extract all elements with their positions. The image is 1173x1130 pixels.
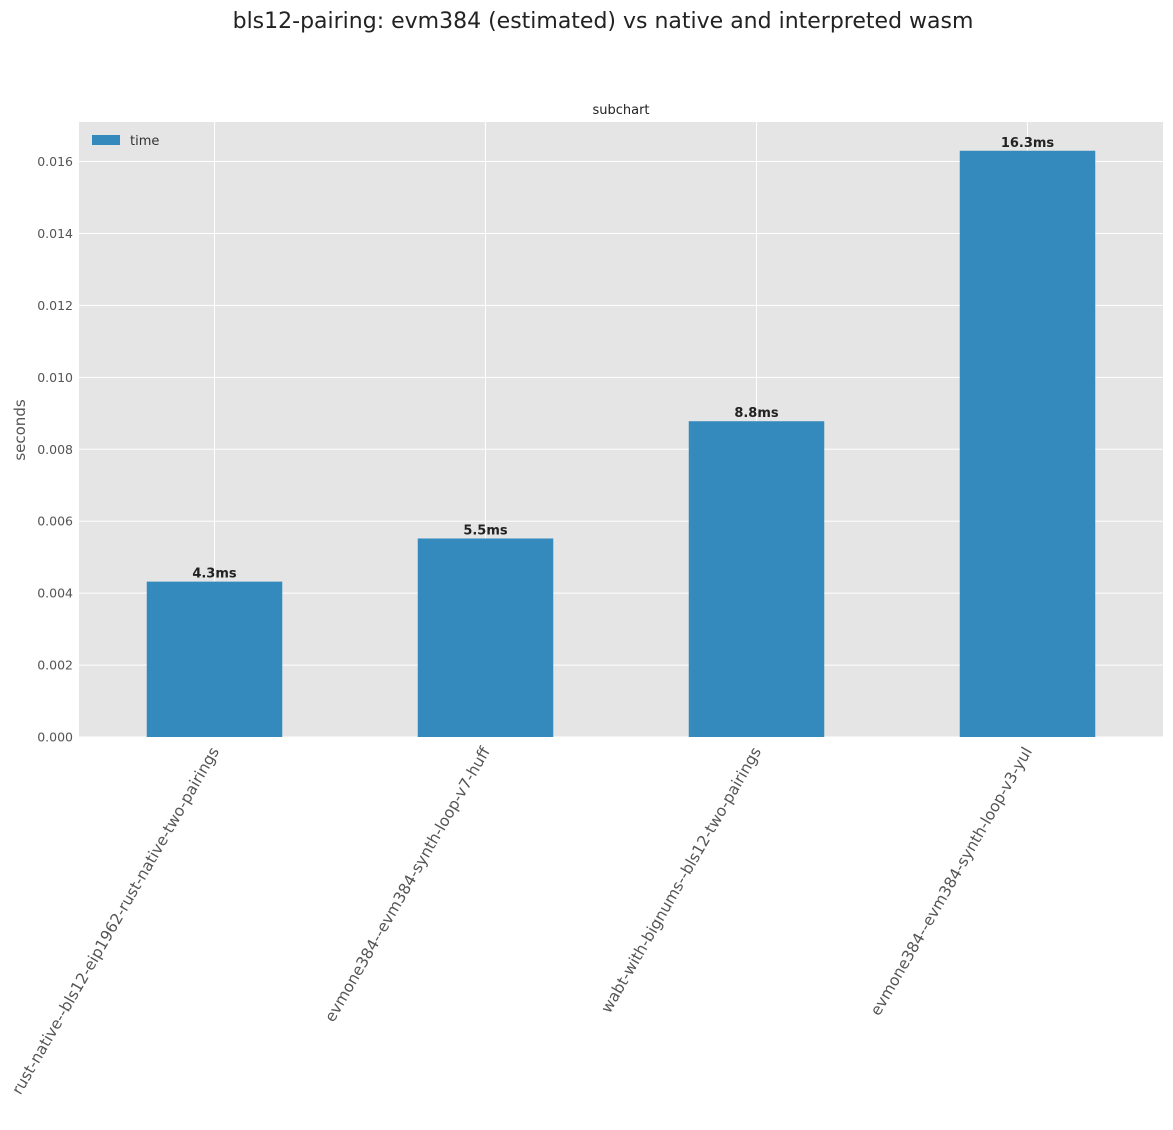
y-tick-label: 0.008 [37,442,73,457]
y-tick-label: 0.014 [37,226,73,241]
bar [417,538,554,737]
y-tick-label: 0.006 [37,514,73,529]
x-tick-label: evmone384--evm384-synth-loop-v7-huff [321,744,494,1025]
bar [688,421,825,737]
y-tick-label: 0.016 [37,154,73,169]
chart-suptitle: bls12-pairing: evm384 (estimated) vs nat… [233,9,974,34]
y-tick-label: 0.012 [37,298,73,313]
bar-value-label: 4.3ms [192,567,237,582]
bar [146,581,283,737]
bar-labels: 4.3ms 5.5ms 8.8ms 16.3ms [192,136,1054,582]
y-tick-labels: 0.000 0.002 0.004 0.006 0.008 0.010 0.012 0.014… [37,154,73,744]
legend-swatch [92,135,120,145]
y-tick-label: 0.002 [37,658,73,673]
legend: time [92,134,159,149]
y-tick-label: 0.010 [37,370,73,385]
bar-value-label: 16.3ms [1001,136,1055,151]
x-tick-label: evmone384--evm384-synth-loop-v3-yul [867,744,1036,1019]
bar [959,150,1096,738]
y-tick-label: 0.004 [37,586,73,601]
y-tick-label: 0.000 [37,730,73,745]
bars [146,150,1096,738]
legend-label: time [130,134,159,149]
x-tick-label: rust-native--bls12-eip1962-rust-native-t… [8,744,223,1098]
bar-value-label: 5.5ms [463,523,508,538]
bar-value-label: 8.8ms [734,406,779,421]
chart-subtitle: subchart [592,103,649,118]
y-axis-label: seconds [11,399,29,460]
x-tick-label: wabt-with-bignums--bls12-two-pairings [597,744,765,1016]
x-tick-labels: rust-native--bls12-eip1962-rust-native-t… [8,744,1036,1098]
